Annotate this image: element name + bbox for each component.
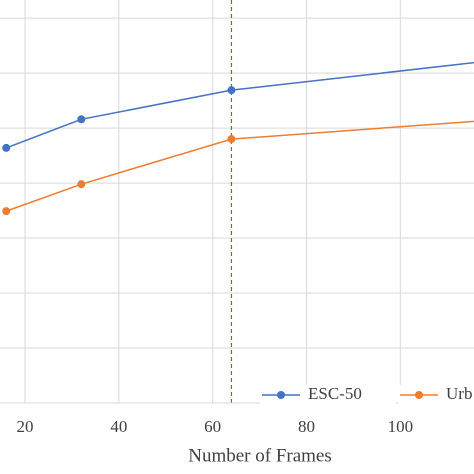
legend-item: Urb (398, 384, 474, 405)
series-line (5, 120, 474, 212)
x-tick-label: 80 (298, 417, 315, 436)
data-point (2, 207, 11, 216)
x-tick-label: 60 (204, 417, 221, 436)
data-point (77, 180, 86, 189)
legend-label: Urb (446, 384, 472, 403)
legend-background (260, 385, 396, 405)
x-tick-label: 100 (388, 417, 414, 436)
x-tick-label: 20 (17, 417, 34, 436)
axes: 20 40 60 80 100 (0, 402, 474, 436)
legend-label: ESC-50 (308, 384, 362, 403)
legend-marker (277, 391, 285, 399)
data-point (2, 143, 11, 152)
series-line (5, 61, 474, 149)
grid (0, 0, 474, 404)
data-point (227, 86, 236, 95)
plot-area (2, 0, 474, 403)
data-point (77, 115, 86, 124)
x-axis-title: Number of Frames (188, 445, 332, 466)
legend-item: ESC-50 (260, 384, 396, 405)
x-tick-label: 40 (110, 417, 127, 436)
legend-marker (415, 391, 423, 399)
data-point (227, 135, 236, 144)
